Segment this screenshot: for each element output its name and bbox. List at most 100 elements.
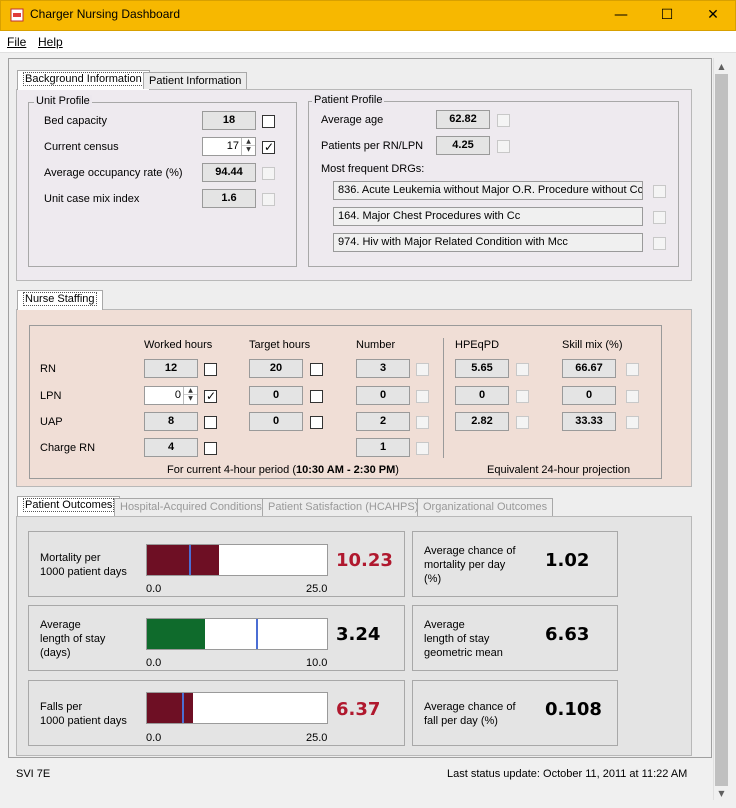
case-mix-label: Unit case mix index [44,193,140,205]
number-header: Number [356,339,396,351]
length-of-stay-label: Average length of stay (days) [40,618,105,660]
lpn-target-checkbox[interactable] [310,390,323,403]
mortality-label: Mortality per 1000 patient days [40,551,127,579]
average-age-label: Average age [321,114,384,126]
drgs-label: Most frequent DRGs: [321,163,425,175]
mortality-label-line-2: 1000 patient days [40,566,127,578]
staffing-divider [443,338,444,458]
lpn-skill-checkbox[interactable] [626,390,639,403]
bed-capacity-checkbox[interactable] [262,115,275,128]
tab-hospital-acquired-conditions[interactable]: Hospital-Acquired Conditions [114,498,268,516]
fall-chance-value: 0.108 [545,699,602,720]
geometric-mean-label-line-2: length of stay [424,633,490,645]
lpn-worked-checkbox[interactable] [204,389,217,403]
scroll-thumb[interactable] [715,74,728,786]
tab-patient-satisfaction[interactable]: Patient Satisfaction (HCAHPS) [262,498,425,516]
mortality-chance-value: 1.02 [545,550,590,571]
menu-file[interactable]: File [7,35,26,49]
period-time: 10:30 AM - 2:30 PM [296,464,396,476]
tab-patient-information[interactable]: Patient Information [143,72,248,89]
uap-skill-value: 33.33 [562,412,616,431]
charge-rn-worked-checkbox[interactable] [204,442,217,455]
lpn-worked-stepper[interactable]: 0 ▲ ▼ [144,386,198,405]
occupancy-value: 94.44 [202,163,256,182]
uap-target-checkbox[interactable] [310,416,323,429]
unit-profile-group [28,102,297,267]
current-census-spinner: ▲ ▼ [241,138,255,155]
tab-patient-outcomes[interactable]: Patient Outcomes [17,496,121,516]
drg-item-1: 836. Acute Leukemia without Major O.R. P… [333,181,643,200]
falls-label: Falls per 1000 patient days [40,700,127,728]
geometric-mean-label-line-1: Average [424,619,465,631]
charge-rn-worked-value: 4 [144,438,198,457]
close-button[interactable]: ✕ [707,7,719,23]
falls-max-tick: 25.0 [306,732,328,744]
mortality-target-marker [189,545,192,575]
geometric-mean-label: Average length of stay geometric mean [424,618,503,660]
falls-label-line-2: 1000 patient days [40,715,127,727]
title-bar[interactable] [0,0,736,31]
patient-ratio-label: Patients per RN/LPN [321,140,424,152]
spin-down-icon[interactable]: ▼ [188,395,193,402]
drg-1-checkbox[interactable] [653,185,666,198]
geometric-mean-label-line-3: geometric mean [424,647,503,659]
rn-hpeqpd-checkbox[interactable] [516,363,529,376]
current-census-stepper[interactable]: 17 ▲ ▼ [202,137,256,156]
mortality-chance-label-line-2: mortality per day [424,559,506,571]
spin-up-icon[interactable]: ▲ [184,387,197,395]
case-mix-checkbox[interactable] [262,193,275,206]
tab-nurse-staffing[interactable]: Nurse Staffing [17,290,103,310]
patient-profile-title: Patient Profile [312,94,385,106]
mortality-chance-label-line-1: Average chance of [424,545,516,557]
charge-rn-number-checkbox[interactable] [416,442,429,455]
length-of-stay-label-line-3: (days) [40,647,71,659]
role-uap-label: UAP [40,416,63,428]
mortality-label-line-1: Mortality per [40,552,101,564]
tab-background-information[interactable]: Background Information [17,70,150,90]
last-status-update: Last status update: October 11, 2011 at … [447,768,688,780]
tab-organizational-outcomes[interactable]: Organizational Outcomes [417,498,554,516]
falls-value: 6.37 [336,699,381,720]
lpn-hpeqpd-checkbox[interactable] [516,390,529,403]
uap-worked-checkbox[interactable] [204,416,217,429]
mortality-max-tick: 25.0 [306,583,328,595]
rn-target-checkbox[interactable] [310,363,323,376]
patient-ratio-checkbox[interactable] [497,140,510,153]
lpn-number-value: 0 [356,386,410,405]
mortality-min-tick: 0.0 [146,583,162,595]
rn-worked-checkbox[interactable] [204,363,217,376]
minimize-button[interactable]: — [614,7,628,23]
mortality-chance-label-line-3: (%) [424,573,442,585]
lpn-number-checkbox[interactable] [416,390,429,403]
drg-2-checkbox[interactable] [653,211,666,224]
menu-bar [0,31,736,53]
menu-help[interactable]: Help [38,35,63,49]
maximize-button[interactable]: ☐ [660,7,674,23]
spin-down-icon[interactable]: ▼ [246,146,251,153]
role-charge-rn-label: Charge RN [40,442,96,454]
scroll-up-icon[interactable]: ▲ [718,62,725,71]
tab-background-information-label: Background Information [23,72,144,86]
geometric-mean-card [412,605,618,671]
rn-skill-checkbox[interactable] [626,363,639,376]
tab-patient-outcomes-label: Patient Outcomes [23,498,115,512]
average-age-checkbox[interactable] [497,114,510,127]
occupancy-checkbox[interactable] [262,167,275,180]
lpn-skill-value: 0 [562,386,616,405]
role-rn-label: RN [40,363,56,375]
uap-skill-checkbox[interactable] [626,416,639,429]
uap-hpeqpd-checkbox[interactable] [516,416,529,429]
rn-number-checkbox[interactable] [416,363,429,376]
uap-number-checkbox[interactable] [416,416,429,429]
length-of-stay-value: 3.24 [336,624,381,645]
spin-up-icon[interactable]: ▲ [242,138,255,146]
fall-chance-card [412,680,618,746]
current-census-checkbox[interactable] [262,140,275,154]
scroll-down-icon[interactable]: ▼ [718,789,725,798]
bed-capacity-value: 18 [202,111,256,130]
drg-3-checkbox[interactable] [653,237,666,250]
rn-worked-value: 12 [144,359,198,378]
drg-item-3: 974. Hiv with Major Related Condition wi… [333,233,643,252]
length-of-stay-bar [146,618,328,650]
geometric-mean-value: 6.63 [545,624,590,645]
